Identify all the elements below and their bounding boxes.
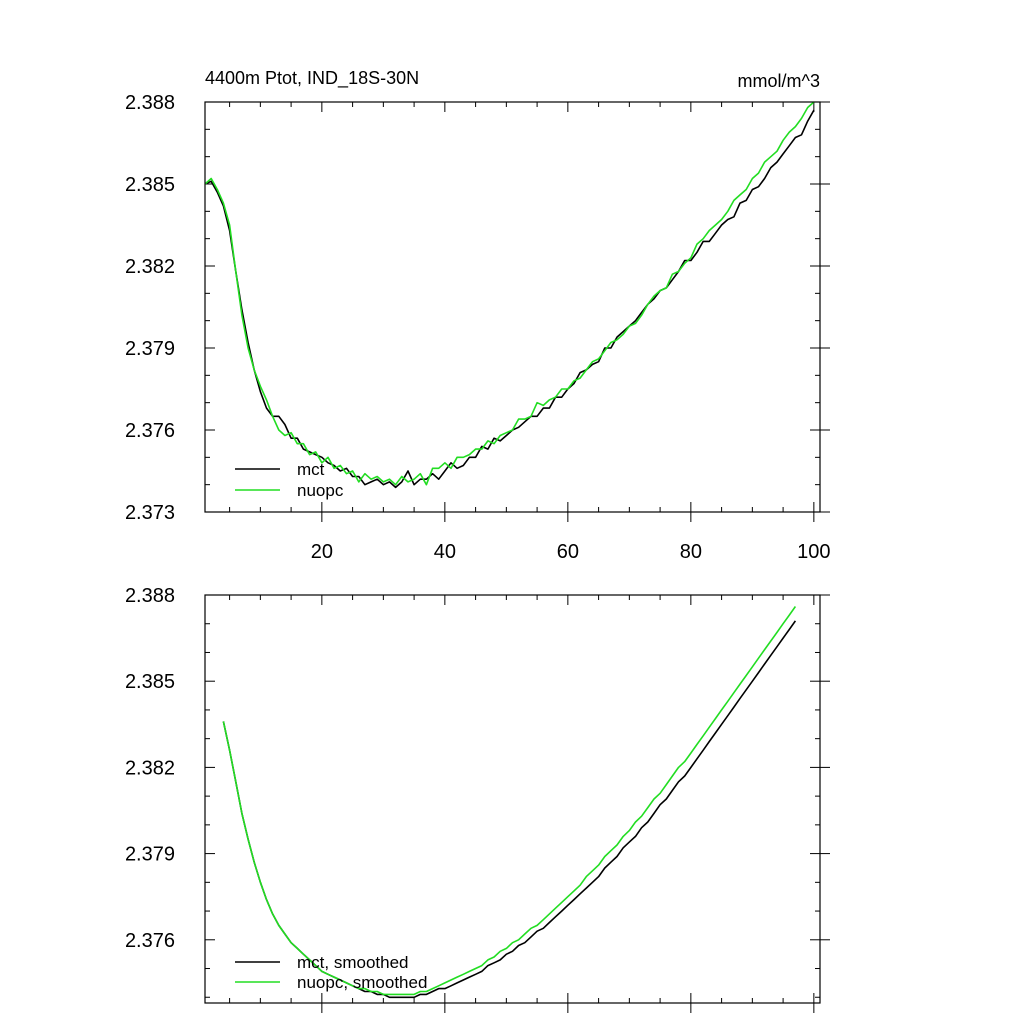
- series-line-nuopc: [204, 101, 815, 486]
- y-tick-label: 2.376: [125, 930, 175, 952]
- y-tick-label: 2.382: [125, 757, 175, 779]
- legend-label-nuopc-smoothed: nuopc, smoothed: [297, 973, 427, 992]
- bottom-chart-panel: 2.376 2.379 2.382 2.385 2.388 mct, smoothed …: [125, 585, 830, 1013]
- x-tick-label: 40: [434, 541, 456, 563]
- legend-label-mct-smoothed: mct, smoothed: [297, 953, 409, 972]
- x-tick-label: 60: [557, 541, 579, 563]
- x-tick-label: 80: [680, 541, 702, 563]
- y-tick-label: 2.388: [125, 585, 175, 607]
- series-line-nuopc-smoothed: [222, 606, 797, 996]
- legend-label-mct: mct: [297, 460, 325, 479]
- tick-group: 20 40 60 80 100 2.373 2.376 2.379 2.382 2.385 2.38…: [125, 92, 831, 563]
- x-tick-label: 20: [311, 541, 333, 563]
- y-tick-label: 2.379: [125, 844, 175, 866]
- legend-label-nuopc: nuopc: [297, 481, 344, 500]
- series-group: [204, 101, 815, 489]
- y-tick-label: 2.385: [125, 174, 175, 196]
- chart-title: 4400m Ptot, IND_18S-30N: [205, 68, 419, 89]
- legend: mct, smoothed nuopc, smoothed: [235, 953, 427, 992]
- legend: mct nuopc: [235, 460, 344, 500]
- y-tick-label: 2.376: [125, 420, 175, 442]
- series-group: [222, 606, 797, 999]
- units-label: mmol/m^3: [738, 71, 820, 91]
- plot-frame: [204, 594, 821, 1004]
- series-line-mct-smoothed: [222, 620, 797, 999]
- y-tick-label: 2.382: [125, 256, 175, 278]
- tick-group: 2.376 2.379 2.382 2.385 2.388: [125, 585, 830, 1013]
- y-tick-label: 2.379: [125, 338, 175, 360]
- plot-frame: [204, 101, 821, 513]
- y-tick-label: 2.388: [125, 92, 175, 114]
- y-tick-label: 2.373: [125, 502, 175, 524]
- x-tick-label: 100: [797, 541, 830, 563]
- y-tick-label: 2.385: [125, 671, 175, 693]
- top-chart-panel: 4400m Ptot, IND_18S-30N mmol/m^3 20 40 60 8…: [125, 68, 831, 563]
